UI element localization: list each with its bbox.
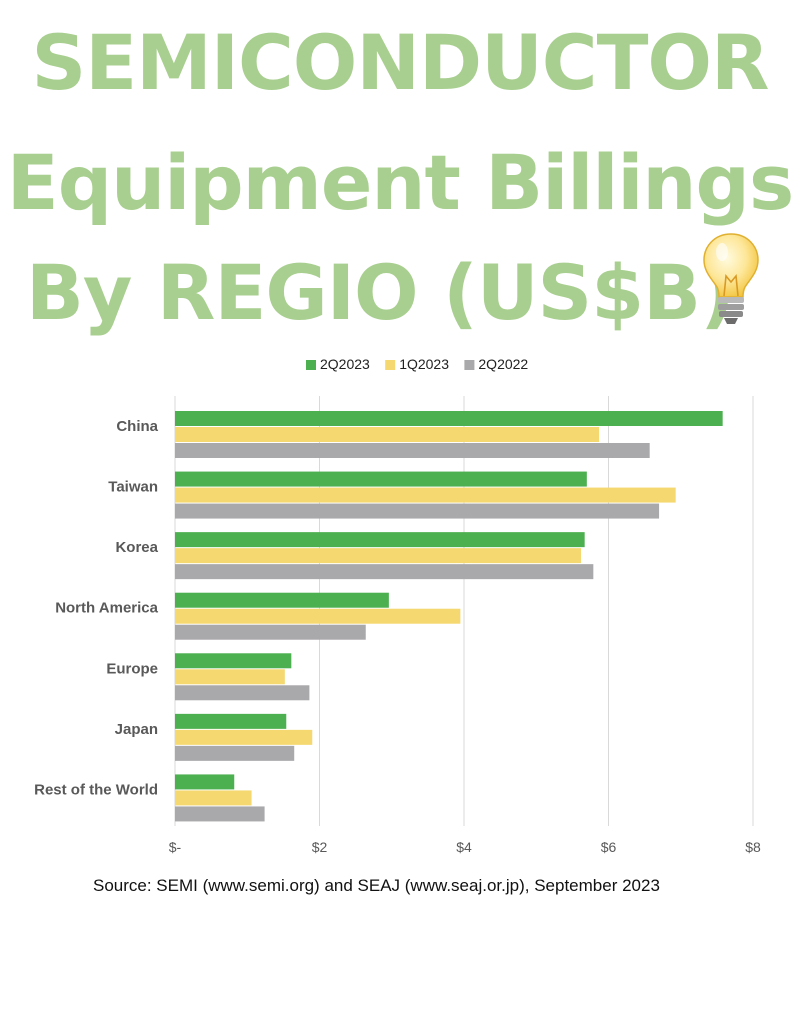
x-tick-label: $6	[601, 839, 617, 855]
bar-1q2023-europe	[175, 669, 285, 685]
legend-label: 2Q2022	[478, 356, 528, 372]
y-category-label: North America	[55, 600, 158, 617]
bar-1q2023-taiwan	[175, 487, 676, 503]
bar-chart: 2Q2023 1Q2023 2Q2022 China Taiwan Korea North…	[34, 356, 761, 855]
chart-legend: 2Q2023 1Q2023 2Q2022	[306, 356, 528, 372]
legend-swatch	[464, 360, 475, 370]
bar-1q2023-china	[175, 427, 600, 442]
legend-swatch	[306, 360, 316, 370]
chart-bars	[175, 411, 723, 822]
legend-label: 2Q2023	[320, 356, 370, 372]
bar-2q2022-rest-of-the-world	[175, 806, 265, 822]
light-bulb-icon	[703, 233, 759, 324]
bar-1q2023-north-america	[175, 608, 461, 624]
y-category-label: Japan	[115, 721, 158, 738]
title-line-1: SEMICONDUCTOR	[31, 18, 769, 107]
title-line-2: Equipment Billings	[6, 138, 794, 227]
x-tick-label: $2	[312, 839, 328, 855]
bar-2q2022-china	[175, 443, 650, 458]
y-category-label: China	[116, 418, 158, 435]
x-tick-label: $4	[456, 839, 472, 855]
bar-2q2023-europe	[175, 653, 292, 669]
y-axis-labels: China Taiwan Korea North America Europe Japan…	[34, 418, 159, 798]
legend-swatch	[385, 360, 396, 370]
bar-1q2023-korea	[175, 548, 582, 564]
title-line-3: By REGIO (US$B)	[26, 248, 735, 337]
x-tick-label: $-	[169, 839, 182, 855]
y-category-label: Rest of the World	[34, 781, 158, 798]
bar-1q2023-japan	[175, 729, 313, 745]
bar-1q2023-rest-of-the-world	[175, 790, 252, 806]
bar-2q2023-taiwan	[175, 471, 587, 487]
y-category-label: Taiwan	[108, 479, 158, 496]
bar-2q2022-north-america	[175, 624, 366, 640]
bar-2q2022-korea	[175, 564, 594, 580]
bar-2q2023-rest-of-the-world	[175, 774, 235, 790]
y-category-label: Korea	[115, 539, 158, 556]
bar-2q2023-japan	[175, 713, 287, 729]
source-note: Source: SEMI (www.semi.org) and SEAJ (ww…	[93, 876, 660, 895]
legend-label: 1Q2023	[399, 356, 449, 372]
x-axis-labels: $- $2 $4 $6 $8	[169, 839, 761, 855]
bar-2q2022-europe	[175, 685, 310, 701]
bar-2q2022-taiwan	[175, 503, 660, 519]
bar-2q2023-north-america	[175, 592, 389, 608]
bar-2q2023-china	[175, 411, 723, 426]
bar-2q2022-japan	[175, 745, 295, 761]
bar-2q2023-korea	[175, 532, 585, 548]
x-tick-label: $8	[745, 839, 761, 855]
y-category-label: Europe	[106, 660, 158, 677]
